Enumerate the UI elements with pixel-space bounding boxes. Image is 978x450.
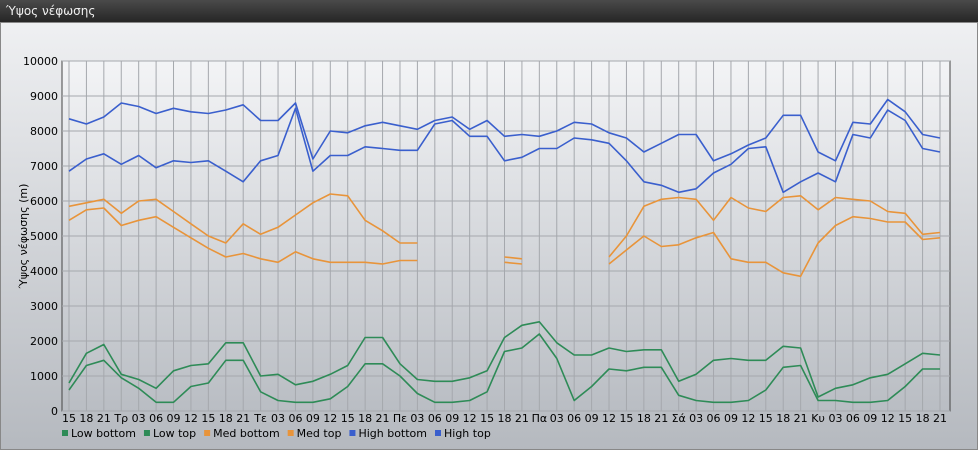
series-line-high-top bbox=[68, 98, 941, 162]
y-tick-label: 0 bbox=[51, 405, 58, 418]
x-tick-label: 06 bbox=[288, 412, 302, 425]
x-tick-label: 06 bbox=[846, 412, 860, 425]
x-tick-label: 21 bbox=[654, 412, 668, 425]
x-tick-label: 15 bbox=[759, 412, 773, 425]
x-tick-label: 15 bbox=[898, 412, 912, 425]
x-tick-label: 21 bbox=[794, 412, 808, 425]
x-tick-label: 06 bbox=[567, 412, 581, 425]
series-line-med-bottom bbox=[68, 207, 941, 278]
x-tick-label: 18 bbox=[637, 412, 651, 425]
grid-lines bbox=[62, 60, 950, 412]
legend-swatch bbox=[62, 430, 68, 436]
x-tick-label: 18 bbox=[219, 412, 233, 425]
x-tick-label: 18 bbox=[916, 412, 930, 425]
legend-swatch bbox=[435, 430, 441, 436]
x-tick-label: Τε bbox=[253, 412, 267, 425]
x-tick-label: 09 bbox=[167, 412, 181, 425]
x-tick-label: 15 bbox=[619, 412, 633, 425]
x-tick-label: 03 bbox=[410, 412, 424, 425]
x-tick-label: Πα bbox=[532, 412, 548, 425]
y-axis-label: Ύψος νέφωσης (m) bbox=[17, 184, 30, 290]
legend-label: Med bottom bbox=[213, 427, 280, 440]
legend: Low bottom Low top Med bottom Med top High b… bbox=[62, 427, 491, 440]
x-tick-label: 06 bbox=[707, 412, 721, 425]
series-line-low-bottom bbox=[68, 333, 940, 404]
y-tick-label: 5000 bbox=[30, 230, 58, 243]
y-tick-label: 6000 bbox=[30, 195, 58, 208]
x-tick-label: 09 bbox=[863, 412, 877, 425]
x-tick-label: Τρ bbox=[113, 412, 128, 425]
x-tick-label: 12 bbox=[881, 412, 895, 425]
x-tick-label: 21 bbox=[933, 412, 947, 425]
legend-label: Low top bbox=[153, 427, 196, 440]
y-tick-label: 7000 bbox=[30, 160, 58, 173]
x-tick-label: 06 bbox=[428, 412, 442, 425]
x-tick-label: 09 bbox=[585, 412, 599, 425]
y-tick-label: 3000 bbox=[30, 300, 58, 313]
legend-swatch bbox=[143, 430, 150, 436]
legend-swatch bbox=[287, 430, 294, 436]
cloud-height-chart: 0 1000 2000 3000 4000 5000 6000 7000 8000 9000 100… bbox=[17, 55, 951, 440]
x-axis-ticks: 15 18 21 Τρ 03 06 09 12 15 18 21 Τε 03 06 09 12 15 18 21 Πε… bbox=[62, 412, 947, 425]
x-tick-label: 21 bbox=[97, 412, 111, 425]
x-tick-label: 15 bbox=[201, 412, 215, 425]
legend-swatch bbox=[204, 430, 211, 436]
x-tick-label: 18 bbox=[498, 412, 512, 425]
x-tick-label: 12 bbox=[323, 412, 337, 425]
x-tick-label: 21 bbox=[515, 412, 529, 425]
x-tick-label: 03 bbox=[828, 412, 842, 425]
legend-swatch bbox=[349, 430, 356, 436]
x-tick-label: 09 bbox=[445, 412, 459, 425]
x-tick-label: 21 bbox=[236, 412, 250, 425]
series-line-med-top bbox=[68, 193, 941, 260]
chart-frame: 0 1000 2000 3000 4000 5000 6000 7000 8000 9000 100… bbox=[0, 22, 978, 450]
y-tick-label: 1000 bbox=[30, 370, 58, 383]
x-tick-label: 21 bbox=[376, 412, 390, 425]
title-bar: Ύψος νέφωσης bbox=[0, 0, 978, 23]
x-tick-label: 18 bbox=[358, 412, 372, 425]
x-tick-label: Πε bbox=[393, 412, 407, 425]
y-tick-label: 8000 bbox=[30, 125, 58, 138]
x-tick-label: 03 bbox=[550, 412, 564, 425]
x-tick-label: 12 bbox=[463, 412, 477, 425]
window-title: Ύψος νέφωσης bbox=[6, 4, 96, 18]
x-tick-label: 12 bbox=[741, 412, 755, 425]
series-lines bbox=[68, 98, 941, 404]
x-tick-label: 15 bbox=[341, 412, 355, 425]
y-tick-label: 4000 bbox=[30, 265, 58, 278]
legend-label: High top bbox=[444, 427, 491, 440]
y-tick-label: 10000 bbox=[23, 55, 58, 68]
x-tick-label: 03 bbox=[271, 412, 285, 425]
x-tick-label: 15 bbox=[62, 412, 76, 425]
y-tick-label: 9000 bbox=[30, 90, 58, 103]
x-tick-label: 12 bbox=[184, 412, 198, 425]
x-tick-label: 03 bbox=[132, 412, 146, 425]
legend-label: Med top bbox=[297, 427, 342, 440]
legend-label: Low bottom bbox=[71, 427, 136, 440]
y-tick-label: 2000 bbox=[30, 335, 58, 348]
x-tick-label: Κυ bbox=[811, 412, 825, 425]
x-tick-label: Σά bbox=[672, 412, 686, 425]
legend-label: High bottom bbox=[358, 427, 427, 440]
x-tick-label: 15 bbox=[480, 412, 494, 425]
x-tick-label: 06 bbox=[149, 412, 163, 425]
x-tick-label: 18 bbox=[79, 412, 93, 425]
x-tick-label: 09 bbox=[306, 412, 320, 425]
x-tick-label: 09 bbox=[724, 412, 738, 425]
x-tick-label: 03 bbox=[689, 412, 703, 425]
y-axis-ticks: 0 1000 2000 3000 4000 5000 6000 7000 8000 9000 100… bbox=[23, 55, 58, 418]
series-line-low-top bbox=[68, 321, 941, 398]
x-tick-label: 12 bbox=[602, 412, 616, 425]
x-tick-label: 18 bbox=[776, 412, 790, 425]
series-line-high-bottom bbox=[68, 107, 941, 194]
